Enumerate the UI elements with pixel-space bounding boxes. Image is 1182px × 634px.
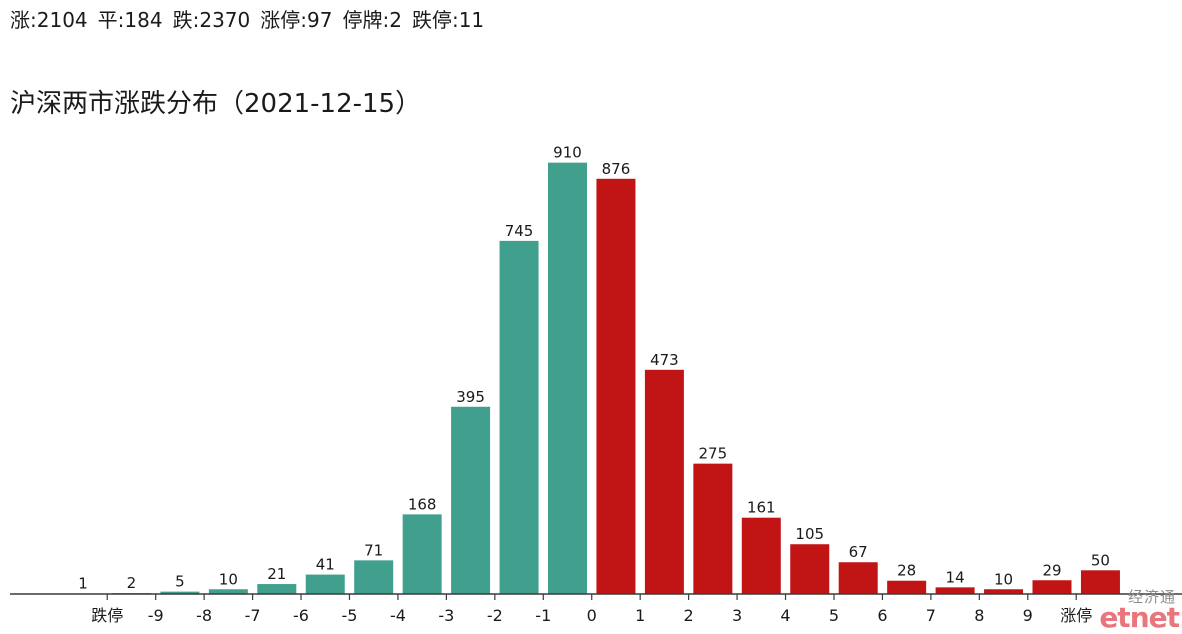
summary-separator: :	[382, 8, 390, 32]
x-tick-label-21: 涨停	[1060, 606, 1092, 625]
bar-value-labels: 1 2 5 10 21 41 71 168 395 745 910 876 473 275 161 105 67…	[78, 144, 1110, 593]
x-tick-label-10: -1	[535, 606, 551, 625]
summary-separator: :	[117, 8, 125, 32]
bar-3	[160, 591, 200, 594]
bars-layer	[63, 162, 1120, 594]
x-tick-label-20: 9	[1023, 606, 1033, 625]
bar-value-label-1: 1	[78, 575, 88, 593]
summary-suspended-value: 2	[389, 8, 402, 32]
summary-limit-down-label: 跌停	[411, 8, 452, 32]
bar-value-label-20: 10	[994, 570, 1013, 588]
summary-limit-down-value: 11	[458, 8, 485, 32]
x-tick-label-18: 7	[926, 606, 936, 625]
x-tick-label-19: 8	[974, 606, 984, 625]
bar-15	[741, 517, 781, 594]
bar-20	[984, 589, 1024, 594]
x-tick-label-11: 0	[587, 606, 597, 625]
bar-17	[838, 562, 878, 594]
bar-value-label-17: 67	[849, 543, 868, 561]
x-tick-label-2: -9	[148, 606, 164, 625]
bar-18	[887, 580, 927, 594]
bar-value-label-9: 395	[456, 388, 485, 406]
x-tick-label-7: -4	[390, 606, 406, 625]
bar-value-label-8: 168	[408, 495, 437, 513]
summary-limit-up: 涨停:97	[260, 8, 332, 32]
bar-value-label-6: 41	[316, 556, 335, 574]
summary-suspended-label: 停牌	[342, 8, 383, 32]
bar-22	[1080, 570, 1120, 594]
bar-6	[305, 574, 345, 594]
bar-value-label-5: 21	[267, 565, 286, 583]
bar-10	[499, 240, 539, 594]
x-tick-label-17: 6	[877, 606, 887, 625]
x-tick-label-3: -8	[196, 606, 212, 625]
bar-14	[693, 463, 733, 594]
bar-8	[402, 514, 442, 594]
x-tick-label-8: -3	[438, 606, 454, 625]
bar-7	[354, 560, 394, 594]
x-axis-ticks: 跌停 -9 -8 -7 -6 -5 -4 -3 -2 -1 0 1 2 3 4 5 6 7 8 9 涨停	[91, 594, 1092, 625]
summary-limit-up-label: 涨停	[260, 8, 301, 32]
summary-flat: 平:184	[98, 8, 163, 32]
summary-fall-label: 跌	[172, 8, 193, 32]
bar-21	[1032, 580, 1072, 594]
x-tick-label-4: -7	[245, 606, 261, 625]
summary-rise-label: 涨	[10, 8, 30, 32]
summary-rise: 涨:2104	[10, 8, 88, 32]
bar-19	[935, 587, 975, 594]
etnet-logo: etnet	[1099, 601, 1180, 634]
bar-12	[596, 178, 636, 594]
bar-value-label-18: 28	[897, 562, 916, 580]
market-summary: 涨:2104 平:184 跌:2370 涨停:97 停牌:2 跌停:11	[10, 8, 484, 32]
x-tick-label-16: 5	[829, 606, 839, 625]
bar-value-label-16: 105	[795, 525, 824, 543]
summary-limit-up-value: 97	[307, 8, 333, 32]
x-tick-label-15: 4	[780, 606, 790, 625]
bar-16	[790, 544, 830, 594]
summary-fall: 跌:2370	[173, 8, 251, 32]
bar-13	[644, 369, 684, 594]
x-tick-label-14: 3	[732, 606, 742, 625]
summary-fall-value: 2370	[199, 8, 251, 32]
summary-limit-down: 跌停:11	[412, 8, 484, 32]
x-tick-label-1: 跌停	[91, 606, 123, 625]
bar-value-label-7: 71	[364, 541, 383, 559]
summary-separator: :	[300, 8, 307, 32]
bar-value-label-11: 910	[553, 144, 582, 162]
bar-value-label-12: 876	[602, 160, 631, 178]
bar-4	[208, 589, 248, 594]
x-tick-label-13: 2	[684, 606, 694, 625]
bar-value-label-14: 275	[699, 445, 728, 463]
bar-value-label-3: 5	[175, 573, 185, 591]
watermark-brand-text: 经济通	[1127, 588, 1176, 606]
summary-suspended: 停牌:2	[342, 8, 401, 32]
summary-flat-label: 平	[97, 8, 118, 32]
bar-9	[451, 406, 491, 594]
bar-value-label-21: 29	[1042, 561, 1061, 579]
bar-value-label-19: 14	[946, 568, 965, 586]
bar-value-label-13: 473	[650, 351, 679, 369]
bar-value-label-4: 10	[219, 570, 238, 588]
x-tick-label-9: -2	[487, 606, 503, 625]
bar-11	[548, 162, 587, 594]
chart-title: 沪深两市涨跌分布（2021-12-15）	[10, 89, 422, 119]
bar-value-label-22: 50	[1091, 551, 1110, 569]
x-tick-label-6: -5	[342, 606, 358, 625]
summary-separator: :	[192, 8, 200, 32]
x-tick-label-12: 1	[635, 606, 645, 625]
summary-flat-value: 184	[124, 8, 163, 32]
summary-separator: :	[30, 8, 37, 32]
summary-separator: :	[451, 8, 459, 32]
x-tick-label-5: -6	[293, 606, 309, 625]
bar-5	[257, 584, 297, 594]
bar-value-label-15: 161	[747, 499, 776, 517]
bar-value-label-2: 2	[127, 574, 137, 592]
bar-value-label-10: 745	[505, 222, 534, 240]
summary-rise-value: 2104	[36, 8, 88, 32]
